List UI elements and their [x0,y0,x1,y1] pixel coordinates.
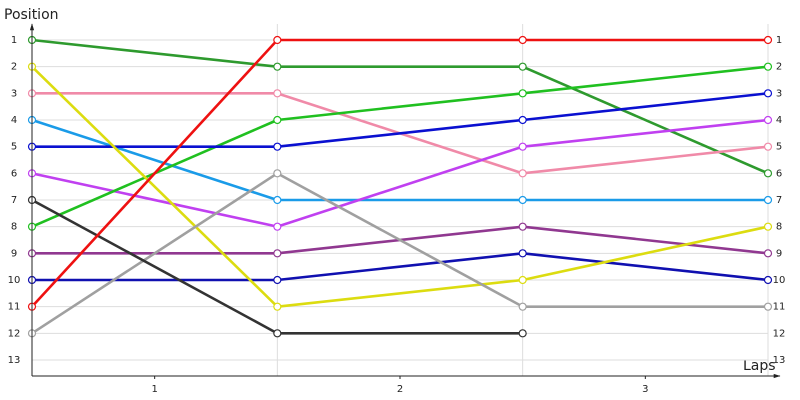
point [518,249,527,258]
point [518,275,527,285]
y-tick-label-right: 4 [776,115,782,126]
y-tick-label-right: 7 [776,195,782,206]
y-tick-label: 2 [11,62,17,73]
y-tick-label: 10 [8,275,21,286]
point [518,222,527,231]
y-tick-label: 12 [8,328,21,339]
point [518,302,527,311]
point [273,169,282,178]
point [763,195,773,205]
y-tick-label-right: 10 [773,275,786,286]
markers [27,35,773,338]
lines [31,38,769,335]
point [273,62,282,71]
x-tick-label: 2 [397,384,403,395]
point [273,115,282,125]
y-axis-title: Position [4,7,59,23]
point [273,275,282,285]
y-tick-label: 13 [8,355,21,366]
point [763,142,773,151]
series-line [31,172,768,335]
point [273,329,282,338]
y-tick-label-right: 5 [776,142,782,153]
y-tick-label: 11 [8,302,21,313]
series-line [31,38,768,308]
y-tick-label: 4 [11,115,17,126]
y-tick-label: 8 [11,222,17,233]
point [518,62,527,71]
point [763,62,773,71]
point [273,35,282,45]
point [518,329,527,338]
y-tick-label-right: 1 [776,35,782,46]
y-tick-label: 6 [11,168,17,179]
point [273,89,282,98]
y-tick-label: 9 [11,248,17,259]
y-tick-label-right: 9 [776,248,782,259]
point [273,142,282,151]
series-line [31,118,768,202]
y-tick-label-right: 12 [773,328,786,339]
y-tick-label-right: 13 [773,355,786,366]
point [763,249,773,258]
x-tick-label: 3 [642,384,648,395]
point [273,249,282,258]
x-axis-title: Laps [743,358,776,374]
point [763,275,773,285]
point [763,169,773,178]
point [763,35,773,45]
point [518,142,527,151]
y-tick-label-right: 3 [776,88,782,99]
point [763,302,773,311]
series-line [31,118,769,228]
point [763,222,773,231]
y-tick-label-right: 8 [776,222,782,233]
point [518,115,527,125]
series-line [31,38,769,175]
point [273,195,282,205]
point [273,302,282,311]
point [273,222,282,231]
y-tick-label: 7 [11,195,17,206]
point [518,169,527,178]
y-tick-label: 1 [11,35,17,46]
y-tick-label-right: 11 [773,302,786,313]
x-tick-label: 1 [151,384,157,395]
series-line [32,252,769,282]
y-tick-label-right: 2 [776,62,782,73]
point [518,89,527,98]
point [763,89,773,98]
series-line [32,92,769,148]
y-tick-label: 3 [11,88,17,99]
point [763,115,773,125]
y-tick-label: 5 [11,142,17,153]
y-tick-label-right: 6 [776,168,782,179]
point [518,195,527,205]
point [518,35,527,45]
series-line [31,65,769,308]
